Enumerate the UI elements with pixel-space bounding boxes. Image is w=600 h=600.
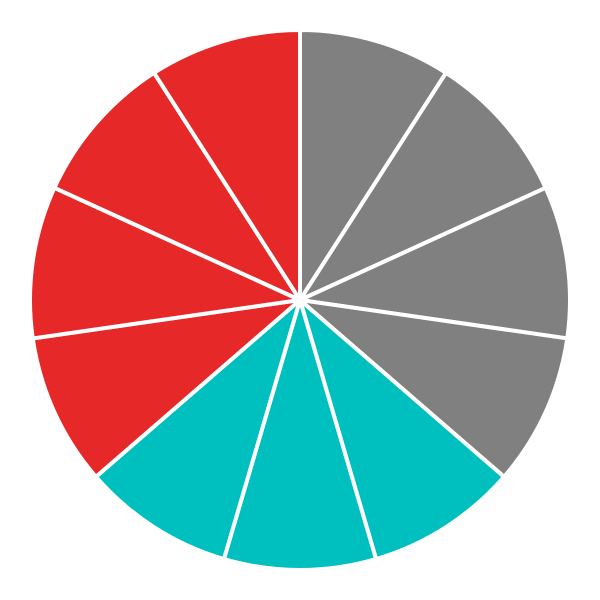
pie-chart-container (20, 20, 580, 580)
pie-chart (20, 20, 580, 580)
